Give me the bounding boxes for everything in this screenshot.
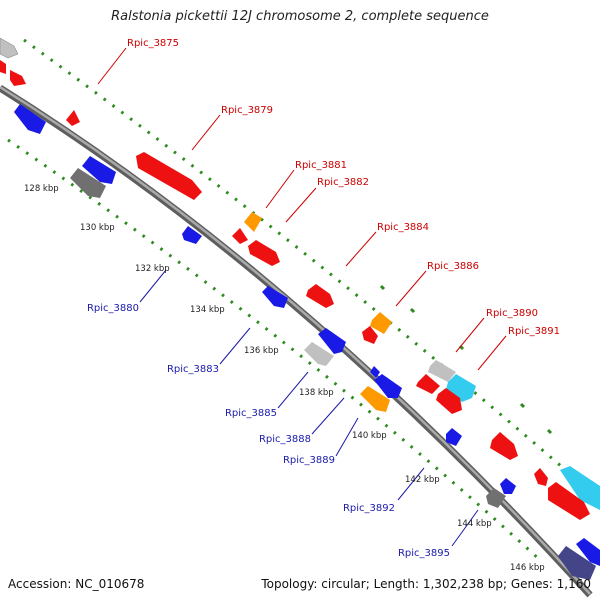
- gene-rpic-3886b[interactable]: [362, 326, 378, 344]
- genes-value: 1,160: [556, 577, 591, 591]
- accession-value: NC_010678: [75, 577, 145, 591]
- forward-genes: [0, 37, 600, 520]
- gene-rpic-3885b[interactable]: [304, 342, 334, 366]
- gene-rpic-3888b[interactable]: [374, 374, 402, 398]
- kbp-tick-label: 138 kbp: [299, 388, 334, 398]
- gene-rpic-3892[interactable]: [486, 488, 506, 508]
- gene-label-forward[interactable]: Rpic_3886: [427, 261, 479, 272]
- gene-rpic-3874[interactable]: [0, 37, 19, 59]
- inner-reverse-track: [7, 138, 542, 562]
- gene-rpic-3893[interactable]: [490, 432, 518, 460]
- gene-label-reverse[interactable]: Rpic_3888: [259, 434, 311, 445]
- gene-rpic-3876[interactable]: [10, 70, 26, 86]
- gene-label-forward[interactable]: Rpic_3884: [377, 222, 429, 233]
- gene-label-reverse[interactable]: Rpic_3889: [283, 455, 335, 466]
- kbp-tick-labels: 128 kbp 130 kbp 132 kbp 134 kbp 136 kbp …: [24, 184, 545, 573]
- gene-rpic-3896[interactable]: [560, 466, 600, 510]
- kbp-tick-label: 130 kbp: [80, 223, 115, 233]
- gene-rpic-3890b[interactable]: [416, 374, 440, 394]
- gene-rpic-3885a[interactable]: [318, 328, 346, 354]
- accession-footer: Accession: NC_010678: [8, 577, 144, 591]
- gene-rpic-3881[interactable]: [244, 212, 262, 232]
- reverse-gene-labels: Rpic_3880 Rpic_3883 Rpic_3885 Rpic_3888 …: [87, 303, 450, 559]
- length-label: Length:: [373, 577, 420, 591]
- topology-value: circular: [321, 577, 366, 591]
- gene-label-forward[interactable]: Rpic_3882: [317, 177, 369, 188]
- gene-label-forward[interactable]: Rpic_3881: [295, 160, 347, 171]
- kbp-tick-label: 146 kbp: [510, 563, 545, 573]
- gene-label-forward[interactable]: Rpic_3890: [486, 308, 538, 319]
- gene-rpic-3881b[interactable]: [232, 228, 248, 244]
- gene-rpic-3875-left[interactable]: [0, 60, 6, 74]
- gene-rpic-3883[interactable]: [262, 286, 288, 308]
- kbp-tick-label: 132 kbp: [135, 264, 170, 274]
- gene-rpic-3889[interactable]: [360, 386, 390, 412]
- gene-label-forward[interactable]: Rpic_3875: [127, 38, 179, 49]
- gene-label-reverse[interactable]: Rpic_3885: [225, 408, 277, 419]
- kbp-tick-label: 128 kbp: [24, 184, 59, 194]
- kbp-tick-label: 140 kbp: [352, 431, 387, 441]
- gene-rpic-3890[interactable]: [428, 360, 456, 382]
- gene-label-reverse[interactable]: Rpic_3895: [398, 548, 450, 559]
- reverse-label-leaders: [139, 269, 479, 547]
- gene-label-reverse[interactable]: Rpic_3883: [167, 364, 219, 375]
- gene-rpic-3878[interactable]: [14, 104, 46, 134]
- gene-rpic-3895[interactable]: [558, 546, 596, 580]
- gene-rpic-3889b[interactable]: [446, 428, 462, 446]
- gene-rpic-3882[interactable]: [248, 240, 280, 266]
- gene-rpic-3880b[interactable]: [70, 168, 106, 198]
- gene-rpic-3879[interactable]: [136, 152, 202, 200]
- length-value: 1,302,238 bp: [422, 577, 503, 591]
- gene-rpic-3892b[interactable]: [500, 478, 516, 494]
- gene-rpic-3884[interactable]: [306, 284, 334, 308]
- reverse-genes: [14, 104, 600, 580]
- kbp-tick-label: 144 kbp: [457, 519, 492, 529]
- kbp-tick-label: 142 kbp: [405, 475, 440, 485]
- gene-rpic-3877[interactable]: [66, 110, 80, 126]
- map-title: Ralstonia pickettii 12J chromosome 2, co…: [111, 9, 489, 24]
- gene-rpic-3886[interactable]: [370, 312, 392, 334]
- kbp-tick-label: 136 kbp: [244, 346, 279, 356]
- gene-rpic-3880c[interactable]: [182, 226, 202, 244]
- genes-label: Genes:: [510, 577, 553, 591]
- gene-label-reverse[interactable]: Rpic_3892: [343, 503, 395, 514]
- forward-label-leaders: [97, 47, 507, 371]
- gene-rpic-3891b[interactable]: [436, 388, 462, 414]
- chromosome-backbone-highlight: [0, 85, 591, 595]
- gene-label-reverse[interactable]: Rpic_3880: [87, 303, 139, 314]
- gene-rpic-3897[interactable]: [548, 482, 590, 520]
- accession-label: Accession:: [8, 577, 72, 591]
- topology-label: Topology:: [261, 577, 318, 591]
- kbp-tick-label: 134 kbp: [190, 305, 225, 315]
- gene-label-forward[interactable]: Rpic_3891: [508, 326, 560, 337]
- gene-rpic-3888[interactable]: [370, 366, 380, 378]
- gene-label-forward[interactable]: Rpic_3879: [221, 105, 273, 116]
- outer-forward-track: [23, 38, 600, 502]
- gene-rpic-3895b[interactable]: [576, 538, 600, 566]
- gene-rpic-3894[interactable]: [534, 468, 548, 486]
- forward-gene-labels: Rpic_3875 Rpic_3879 Rpic_3881 Rpic_3882 …: [127, 38, 560, 337]
- gene-rpic-3880a[interactable]: [82, 156, 116, 184]
- sequence-summary-footer: Topology: circular; Length: 1,302,238 bp…: [261, 577, 591, 591]
